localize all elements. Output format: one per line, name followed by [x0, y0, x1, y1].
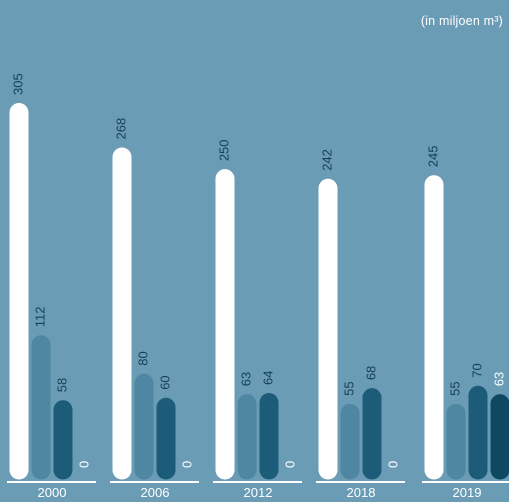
value-label-2018-s4: 0 — [385, 461, 400, 468]
bar-2006-s2 — [134, 373, 154, 480]
value-label-2019-s2: 55 — [447, 381, 462, 395]
value-label-2000-s3: 58 — [54, 378, 69, 392]
value-label-2019-s3: 70 — [469, 363, 484, 377]
bar-2006-s1 — [112, 147, 132, 480]
bar-2019-s4 — [490, 394, 509, 480]
value-label-2000-s2: 112 — [32, 306, 47, 327]
unit-label: (in miljoen m³) — [420, 14, 503, 28]
value-label-2018-s3: 68 — [363, 366, 378, 380]
value-label-2006-s3: 60 — [157, 375, 172, 389]
value-label-2012-s1: 250 — [216, 139, 231, 161]
bar-2000-s1 — [9, 103, 29, 480]
bar-2018-s1 — [318, 178, 338, 480]
value-label-2018-s2: 55 — [341, 381, 356, 395]
value-label-2006-s1: 268 — [113, 118, 128, 140]
bar-2000-s2 — [31, 335, 51, 480]
category-label-2018: 2018 — [347, 485, 376, 500]
bar-2012-s2 — [237, 394, 257, 480]
value-label-2006-s4: 0 — [179, 461, 194, 468]
value-label-2019-s4: 63 — [491, 372, 506, 386]
bar-2019-s3 — [468, 385, 488, 480]
bar-2019-s2 — [446, 403, 466, 480]
value-label-2012-s3: 64 — [260, 371, 275, 385]
bar-2000-s3 — [53, 400, 73, 480]
value-label-2018-s1: 242 — [319, 149, 334, 171]
value-label-2000-s1: 305 — [10, 73, 25, 95]
category-label-2019: 2019 — [453, 485, 482, 500]
value-label-2000-s4: 0 — [76, 461, 91, 468]
bar-2018-s2 — [340, 403, 360, 480]
value-label-2012-s2: 63 — [238, 372, 253, 386]
category-label-2000: 2000 — [38, 485, 67, 500]
bar-2006-s3 — [156, 397, 176, 480]
bar-2012-s1 — [215, 169, 235, 480]
bar-2012-s3 — [259, 392, 279, 480]
category-label-2012: 2012 — [244, 485, 273, 500]
bar-2019-s1 — [424, 175, 444, 480]
category-label-2006: 2006 — [141, 485, 170, 500]
value-label-2006-s2: 80 — [135, 351, 150, 365]
value-label-2019-s1: 245 — [425, 145, 440, 167]
bar-2018-s3 — [362, 388, 382, 480]
value-label-2012-s4: 0 — [282, 461, 297, 468]
